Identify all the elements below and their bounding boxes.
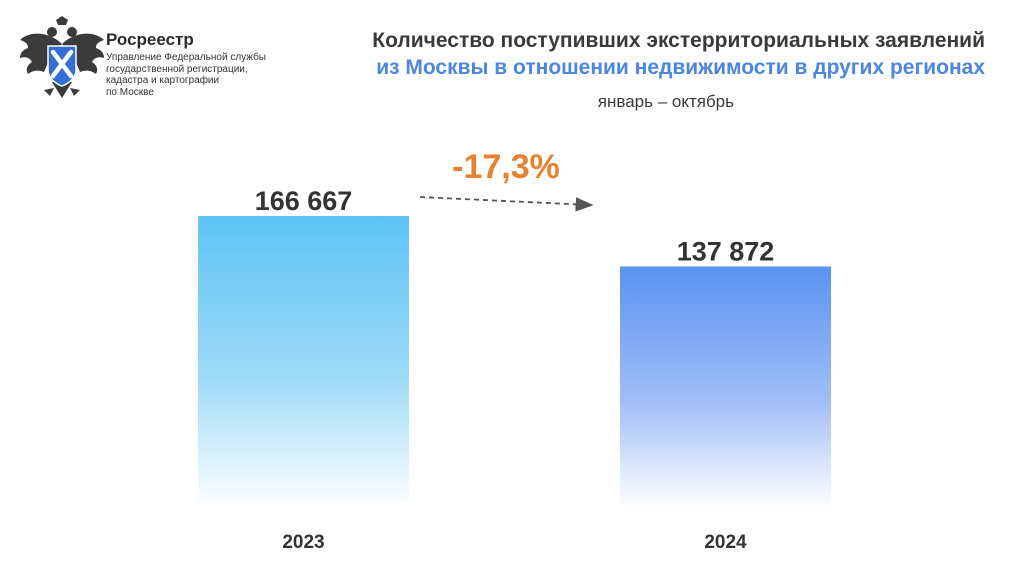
- category-label-2024: 2024: [704, 532, 747, 553]
- chart-subtitle: январь – октябрь: [597, 92, 734, 111]
- change-percent-label: -17,3%: [452, 148, 560, 186]
- category-label-2023: 2023: [282, 532, 324, 553]
- brand-name: Росреестр: [106, 30, 194, 49]
- bar-2024: [620, 266, 831, 508]
- rosreestr-emblem-logo: [20, 16, 104, 98]
- brand-subtitle: Управление Федеральной службы государств…: [106, 52, 281, 98]
- brand-block: Росреестр Управление Федеральной службы …: [106, 30, 281, 98]
- value-label-2023: 166 667: [255, 186, 353, 216]
- chart-title-line2: из Москвы в отношении недвижимости в дру…: [376, 56, 985, 79]
- brand-subtitle-line: по Москве: [106, 86, 154, 98]
- value-label-2024: 137 872: [677, 236, 775, 266]
- brand-subtitle-line: кадастра и картографии: [106, 75, 220, 86]
- brand-subtitle-line: Управление Федеральной службы: [106, 52, 266, 63]
- bar-2023: [198, 216, 409, 508]
- chart-title-line1: Количество поступивших экстерриториальны…: [372, 29, 985, 52]
- brand-subtitle-line: государственной регистрации,: [106, 63, 248, 75]
- change-arrow: [419, 196, 594, 212]
